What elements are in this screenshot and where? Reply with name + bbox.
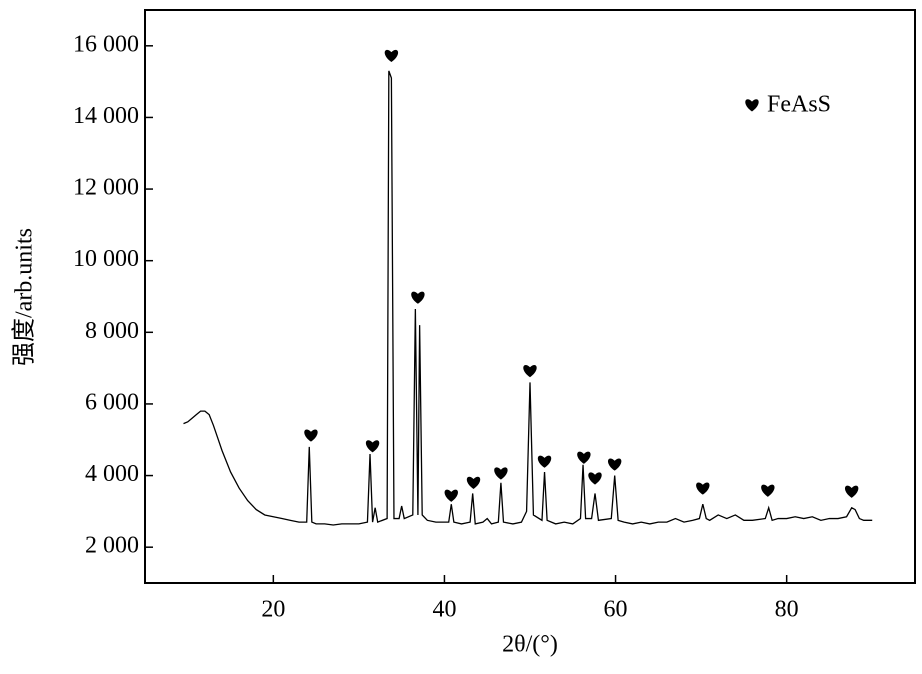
peak-marker bbox=[304, 429, 318, 442]
y-tick-label: 2 000 bbox=[85, 533, 139, 559]
peak-marker bbox=[384, 49, 399, 63]
legend-marker bbox=[745, 99, 759, 112]
peak-marker bbox=[365, 440, 380, 453]
peak-marker bbox=[577, 451, 591, 464]
legend-label: FeAsS bbox=[767, 92, 831, 118]
x-tick-label: 80 bbox=[775, 597, 799, 623]
peak-marker bbox=[588, 472, 602, 485]
peak-marker bbox=[537, 455, 552, 468]
y-tick-label: 10 000 bbox=[73, 246, 139, 272]
x-tick-label: 40 bbox=[432, 597, 456, 623]
peak-marker bbox=[844, 485, 859, 498]
y-tick-label: 4 000 bbox=[85, 461, 139, 487]
y-tick-label: 6 000 bbox=[85, 389, 139, 415]
peak-marker bbox=[494, 467, 508, 480]
peak-marker bbox=[523, 364, 537, 378]
plot-frame bbox=[144, 9, 916, 584]
x-axis-label: 2θ/(°) bbox=[502, 632, 558, 658]
peak-marker bbox=[696, 482, 710, 495]
peak-marker bbox=[466, 476, 481, 489]
y-tick-label: 14 000 bbox=[73, 103, 139, 129]
xrd-line bbox=[183, 70, 873, 526]
peak-marker bbox=[761, 484, 775, 497]
peak-marker bbox=[411, 291, 425, 304]
peak-marker bbox=[444, 489, 458, 502]
y-axis-label: 强度/arb.units bbox=[11, 228, 38, 366]
x-tick-label: 60 bbox=[604, 597, 628, 623]
y-tick-label: 16 000 bbox=[73, 31, 139, 57]
peak-marker bbox=[607, 458, 622, 471]
y-tick-label: 12 000 bbox=[73, 175, 139, 201]
x-tick-label: 20 bbox=[261, 597, 285, 623]
y-tick-label: 8 000 bbox=[85, 318, 139, 344]
